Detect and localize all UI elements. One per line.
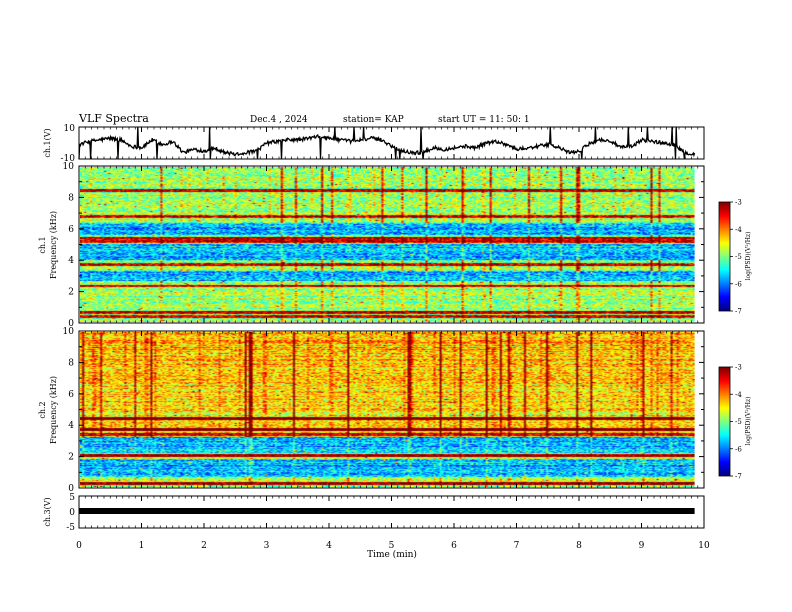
colorbar-tick-label: -3 [735, 199, 742, 207]
ch2-colorbar-gradient [719, 367, 730, 476]
y-tick-label: 4 [68, 421, 74, 431]
ch2-colorbar-label: log(PSD)(V²/Hz) [745, 397, 752, 446]
y-tick-label: 6 [68, 225, 74, 235]
ch1-waveform-line [78, 126, 696, 160]
colorbar-tick-label: -6 [735, 445, 742, 453]
colorbar-tick-label: -5 [735, 253, 742, 261]
ch2-spec-ylabel: Frequency (kHz) [49, 376, 58, 444]
ch1-spec-label: ch.1 [38, 236, 47, 253]
x-tick-label: 8 [576, 541, 582, 551]
colorbar-tick-label: -4 [735, 391, 742, 399]
ch2-colorbar: -3 -4 -5 -6 -7 log(PSD)(V²/Hz) [718, 364, 752, 481]
ch1-ytick-top: 10 [64, 124, 76, 134]
ch3-ytick-mid: 0 [69, 508, 75, 518]
ch3-waveform-panel: 5 0 -5 ch.3(V) [43, 493, 705, 533]
x-tick-label: 1 [139, 541, 145, 551]
date-label: Dec.4 , 2024 [250, 115, 308, 125]
ch1-spectrogram-image [80, 167, 695, 322]
x-tick-label: 4 [326, 541, 332, 551]
y-tick-label: 6 [68, 390, 74, 400]
x-tick-label: 7 [514, 541, 520, 551]
ch2-spec-label: ch.2 [38, 401, 47, 418]
y-tick-label: 8 [68, 358, 74, 368]
y-tick-label: 4 [68, 256, 74, 266]
ch2-spectrogram-image [80, 332, 695, 487]
colorbar-tick-label: -5 [735, 418, 742, 426]
x-axis-tick-labels: 0 1 2 3 4 5 6 7 8 9 10 [76, 541, 710, 551]
x-axis-label: Time (min) [367, 549, 417, 560]
ch3-ytick-bottom: -5 [66, 523, 75, 533]
ch1-colorbar-label: log(PSD)(V²/Hz) [745, 232, 752, 281]
y-tick-label: 0 [68, 319, 74, 329]
x-tick-label: 2 [201, 541, 207, 551]
x-axis-ticks [78, 127, 705, 528]
ch3-ytick-top: 5 [69, 493, 75, 503]
colorbar-tick-label: -3 [735, 364, 742, 372]
colorbar-tick-label: -7 [735, 308, 742, 316]
y-tick-label: 8 [68, 193, 74, 203]
x-tick-label: 6 [451, 541, 457, 551]
figure-title: VLF Spectra [78, 112, 149, 125]
ch1-spec-ylabel: Frequency (kHz) [49, 211, 58, 279]
ch2-spectrogram-panel: 0 2 4 6 8 10 ch.2 Frequency (kHz) [38, 327, 705, 494]
x-tick-label: 0 [76, 541, 82, 551]
y-tick-label: 0 [68, 484, 74, 494]
x-tick-label: 9 [639, 541, 645, 551]
ch3-signal-band [79, 508, 695, 514]
ch1-ytick-bottom: -10 [61, 154, 76, 164]
ch3-ylabel: ch.3(V) [43, 497, 52, 526]
y-tick-label: 2 [68, 288, 74, 298]
station-label: station= KAP [343, 115, 404, 125]
colorbar-tick-label: -4 [735, 226, 742, 234]
y-tick-label: 10 [63, 327, 75, 337]
ch1-waveform-frame [78, 126, 705, 160]
colorbar-tick-label: -7 [735, 473, 742, 481]
x-tick-label: 10 [698, 541, 710, 551]
ch1-ylabel: ch.1(V) [43, 128, 52, 157]
ch1-spectrogram-panel: 0 2 4 6 8 10 ch.1 Frequency (kHz) [38, 162, 705, 329]
y-tick-label: 2 [68, 453, 74, 463]
ch1-waveform-panel: 10 -10 ch.1(V) [43, 124, 705, 164]
y-tick-label: 10 [63, 162, 75, 172]
x-tick-label: 3 [264, 541, 270, 551]
x-tick-label: 5 [389, 541, 395, 551]
ch1-colorbar: -3 -4 -5 -6 -7 log(PSD)(V²/Hz) [718, 199, 752, 316]
ch1-colorbar-gradient [719, 202, 730, 311]
start-ut-label: start UT = 11: 50: 1 [438, 115, 530, 125]
colorbar-tick-label: -6 [735, 280, 742, 288]
